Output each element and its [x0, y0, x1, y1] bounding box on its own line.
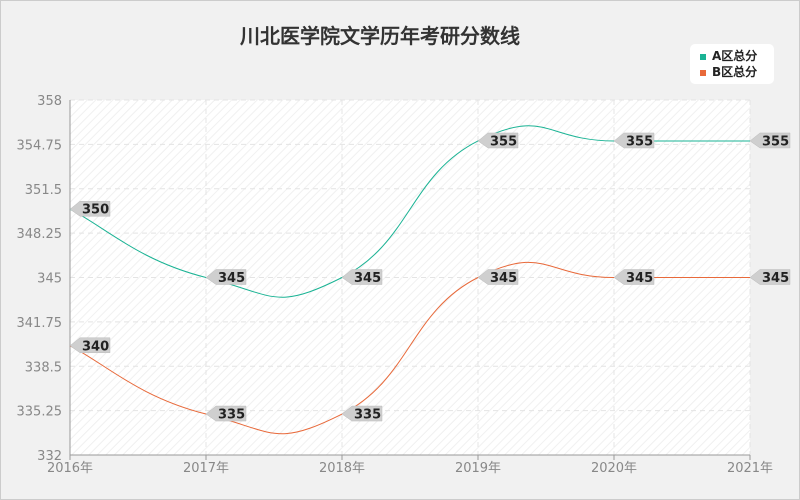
data-label-text: 345 [218, 271, 245, 286]
data-label-text: 350 [82, 203, 109, 218]
data-label-box [749, 269, 791, 285]
data-label: 350 [69, 200, 111, 218]
y-tick-label: 332 [37, 449, 62, 464]
data-label-text: 335 [354, 408, 381, 423]
data-label: 345 [613, 269, 655, 286]
legend-item-b[interactable]: B区总分 [700, 64, 757, 80]
data-label-text: 345 [626, 271, 653, 286]
x-tick-label: 2016年 [47, 461, 93, 476]
data-label-text: 345 [490, 271, 517, 286]
data-label-text: 355 [490, 134, 517, 149]
data-label: 335 [341, 405, 383, 423]
data-label-text: 345 [762, 271, 789, 286]
data-label-box [341, 405, 383, 422]
data-label-box [205, 405, 247, 422]
data-label-box [69, 200, 111, 217]
legend-label-a: A区总分 [712, 49, 758, 63]
y-tick-label: 335.25 [17, 405, 63, 420]
data-label-box [205, 269, 247, 285]
data-label-box [477, 269, 519, 285]
data-label: 355 [613, 132, 655, 149]
data-label-text: 340 [82, 339, 109, 354]
legend: A区总分 B区总分 [690, 44, 774, 84]
y-tick-label: 358 [37, 94, 62, 109]
data-label: 355 [477, 132, 519, 149]
data-label-box [613, 132, 655, 149]
data-label: 355 [749, 132, 791, 149]
y-tick-label: 341.75 [17, 316, 63, 331]
data-label-box [749, 132, 791, 149]
legend-swatch-b [700, 69, 706, 76]
x-tick-label: 2017年 [183, 461, 229, 476]
legend-swatch-a [700, 53, 706, 60]
y-tick-label: 354.75 [17, 138, 63, 153]
data-label-text: 345 [354, 271, 381, 286]
data-label-box [613, 269, 655, 285]
y-tick-label: 345 [37, 272, 62, 287]
x-tick-label: 2021年 [727, 461, 773, 476]
chart-title: 川北医学院文学历年考研分数线 [240, 24, 520, 48]
legend-label-b: B区总分 [712, 65, 758, 79]
y-tick-label: 348.25 [17, 227, 63, 242]
data-label: 345 [341, 269, 383, 286]
data-label-box [341, 269, 383, 285]
x-tick-label: 2018年 [319, 461, 365, 476]
y-tick-label: 338.5 [25, 360, 62, 375]
data-label: 345 [205, 269, 247, 286]
data-label: 345 [477, 269, 519, 286]
data-label-text: 355 [626, 134, 653, 149]
data-label-text: 335 [218, 408, 245, 423]
data-label-box [69, 337, 111, 354]
y-tick-label: 351.5 [25, 183, 62, 198]
x-tick-label: 2019年 [455, 461, 501, 476]
legend-item-a[interactable]: A区总分 [700, 48, 757, 64]
data-label: 335 [205, 405, 247, 423]
data-label: 345 [749, 269, 791, 286]
data-label: 340 [69, 337, 111, 354]
data-label-text: 355 [762, 134, 789, 149]
x-tick-label: 2020年 [591, 461, 637, 476]
data-label-box [477, 132, 519, 149]
